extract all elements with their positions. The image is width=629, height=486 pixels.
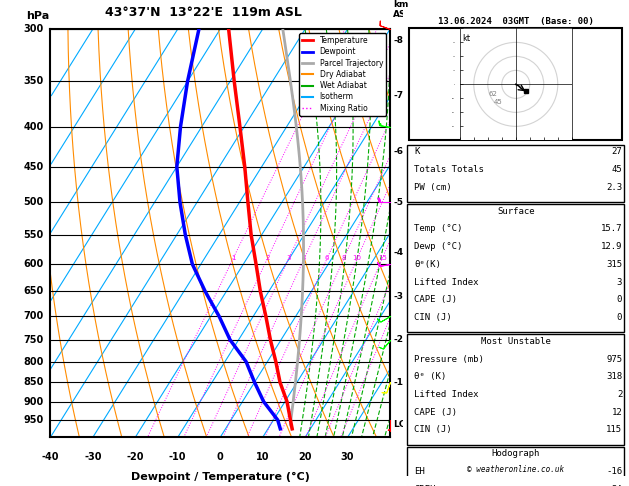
Text: Dewp (°C): Dewp (°C) <box>414 242 462 251</box>
Text: Lifted Index: Lifted Index <box>414 390 479 399</box>
Text: Surface: Surface <box>497 207 535 216</box>
Text: 2: 2 <box>617 390 622 399</box>
Text: 13.06.2024  03GMT  (Base: 00): 13.06.2024 03GMT (Base: 00) <box>438 17 594 26</box>
Text: kt: kt <box>462 34 470 43</box>
Text: -10: -10 <box>169 451 186 462</box>
Text: K: K <box>414 147 420 156</box>
Text: 4: 4 <box>302 256 306 261</box>
Text: 1: 1 <box>231 256 235 261</box>
Text: 750: 750 <box>23 335 43 345</box>
Text: 600: 600 <box>23 259 43 269</box>
Text: Totals Totals: Totals Totals <box>414 165 484 174</box>
Text: -3: -3 <box>393 292 403 301</box>
Text: Dewpoint / Temperature (°C): Dewpoint / Temperature (°C) <box>131 472 309 482</box>
Text: 27: 27 <box>611 147 622 156</box>
Legend: Temperature, Dewpoint, Parcel Trajectory, Dry Adiabat, Wet Adiabat, Isotherm, Mi: Temperature, Dewpoint, Parcel Trajectory… <box>299 33 386 116</box>
Text: 20: 20 <box>298 451 312 462</box>
Text: -1: -1 <box>393 378 403 387</box>
Text: Pressure (mb): Pressure (mb) <box>414 354 484 364</box>
Text: 975: 975 <box>606 354 622 364</box>
Text: 315: 315 <box>606 260 622 269</box>
Text: θᵉ(K): θᵉ(K) <box>414 260 441 269</box>
Text: CIN (J): CIN (J) <box>414 425 452 434</box>
Text: 0: 0 <box>617 295 622 304</box>
Text: © weatheronline.co.uk: © weatheronline.co.uk <box>467 465 564 474</box>
Text: 24: 24 <box>611 485 622 486</box>
Text: 45: 45 <box>611 165 622 174</box>
Text: 6: 6 <box>325 256 330 261</box>
Text: Lifted Index: Lifted Index <box>414 278 479 287</box>
Text: -6: -6 <box>393 147 403 156</box>
Text: 350: 350 <box>23 76 43 87</box>
Text: 15.7: 15.7 <box>601 225 622 233</box>
Text: Mixing Ratio (g/kg): Mixing Ratio (g/kg) <box>421 191 430 276</box>
Text: 500: 500 <box>23 197 43 208</box>
Text: -4: -4 <box>393 248 403 257</box>
Text: 115: 115 <box>606 425 622 434</box>
Text: 10: 10 <box>256 451 269 462</box>
Text: PW (cm): PW (cm) <box>414 183 452 192</box>
Text: 30: 30 <box>341 451 354 462</box>
Text: 850: 850 <box>23 377 43 387</box>
Text: EH: EH <box>414 467 425 476</box>
Text: Temp (°C): Temp (°C) <box>414 225 462 233</box>
Text: 10: 10 <box>353 256 362 261</box>
Text: 400: 400 <box>23 122 43 132</box>
Bar <box>407 204 625 332</box>
Text: -30: -30 <box>84 451 101 462</box>
Text: Most Unstable: Most Unstable <box>481 337 551 346</box>
Text: Hodograph: Hodograph <box>492 449 540 458</box>
Text: -8: -8 <box>393 36 403 45</box>
Text: -40: -40 <box>42 451 59 462</box>
Text: SREH: SREH <box>414 485 435 486</box>
Text: 0: 0 <box>217 451 223 462</box>
Text: 900: 900 <box>23 397 43 407</box>
Text: 62: 62 <box>488 91 497 97</box>
Text: θᵉ (K): θᵉ (K) <box>414 372 446 381</box>
Text: 950: 950 <box>23 415 43 425</box>
Text: 2.3: 2.3 <box>606 183 622 192</box>
Text: -2: -2 <box>393 335 403 345</box>
Text: 12.9: 12.9 <box>601 242 622 251</box>
Text: 318: 318 <box>606 372 622 381</box>
Text: 3: 3 <box>617 278 622 287</box>
Bar <box>407 334 625 445</box>
Text: 45: 45 <box>494 99 503 105</box>
Text: 800: 800 <box>23 357 43 367</box>
Text: 550: 550 <box>23 230 43 240</box>
Text: 700: 700 <box>23 312 43 321</box>
Text: 2: 2 <box>265 256 270 261</box>
Bar <box>407 145 625 202</box>
Text: 3: 3 <box>286 256 291 261</box>
Text: hPa: hPa <box>26 11 50 21</box>
Text: 0: 0 <box>617 313 622 322</box>
Bar <box>407 447 625 486</box>
Text: LCL: LCL <box>393 420 411 429</box>
Text: 15: 15 <box>378 256 387 261</box>
Text: CAPE (J): CAPE (J) <box>414 295 457 304</box>
Text: 8: 8 <box>342 256 346 261</box>
Text: -7: -7 <box>393 91 403 100</box>
Text: 300: 300 <box>23 24 43 34</box>
Text: -20: -20 <box>126 451 144 462</box>
Text: -5: -5 <box>393 198 403 207</box>
Text: -16: -16 <box>606 467 622 476</box>
Bar <box>409 28 622 140</box>
Text: 650: 650 <box>23 286 43 296</box>
Text: km
ASL: km ASL <box>393 0 413 19</box>
Text: 450: 450 <box>23 162 43 172</box>
Text: CIN (J): CIN (J) <box>414 313 452 322</box>
Text: 43°37'N  13°22'E  119m ASL: 43°37'N 13°22'E 119m ASL <box>105 6 301 19</box>
Text: 12: 12 <box>611 408 622 417</box>
Text: CAPE (J): CAPE (J) <box>414 408 457 417</box>
